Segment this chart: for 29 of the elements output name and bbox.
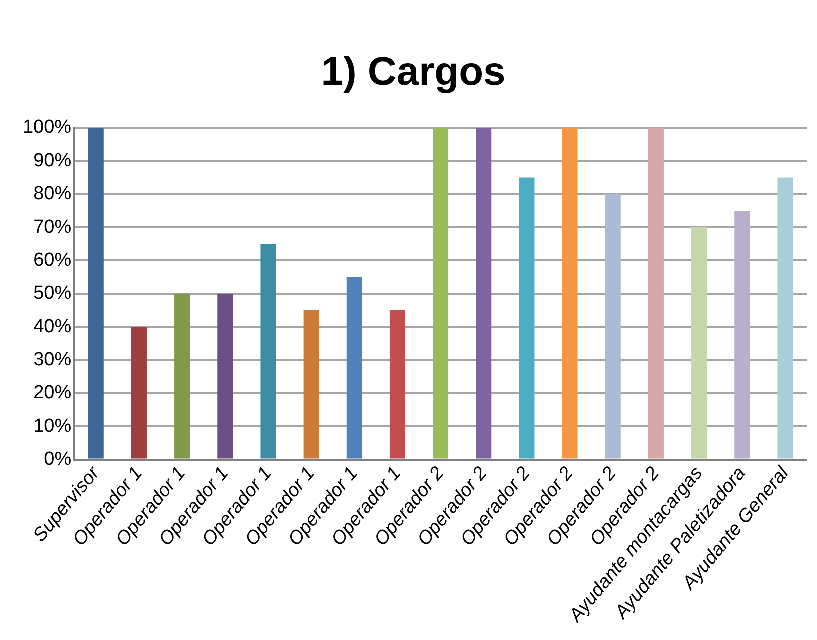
- bar: [433, 128, 449, 459]
- y-tick-label: 40%: [34, 316, 72, 338]
- y-tick-label: 70%: [34, 216, 72, 238]
- y-tick-label: 30%: [34, 349, 72, 370]
- bar: [562, 128, 578, 459]
- y-tick-label: 60%: [34, 250, 72, 271]
- bar: [605, 194, 621, 459]
- y-tick-label: 90%: [34, 150, 72, 172]
- y-tick-label: 50%: [34, 283, 72, 304]
- y-tick-label: 100%: [22, 117, 72, 138]
- y-tick-label: 0%: [44, 449, 72, 470]
- bar: [519, 178, 535, 459]
- bar: [734, 210, 750, 459]
- bar: [778, 178, 794, 459]
- bar: [88, 128, 104, 459]
- bar: [174, 294, 190, 459]
- bar: [692, 228, 708, 459]
- bar: [346, 277, 362, 459]
- bar: [218, 294, 234, 459]
- bar: [390, 310, 406, 459]
- y-tick-label: 20%: [34, 382, 72, 404]
- bar: [131, 327, 147, 459]
- bar: [648, 128, 664, 459]
- bar: [476, 128, 492, 459]
- y-tick-label: 10%: [34, 416, 72, 437]
- y-tick-label: 80%: [34, 184, 72, 205]
- chart-title: 1) Cargos: [321, 50, 506, 94]
- bar: [304, 310, 320, 459]
- bar: [260, 244, 276, 459]
